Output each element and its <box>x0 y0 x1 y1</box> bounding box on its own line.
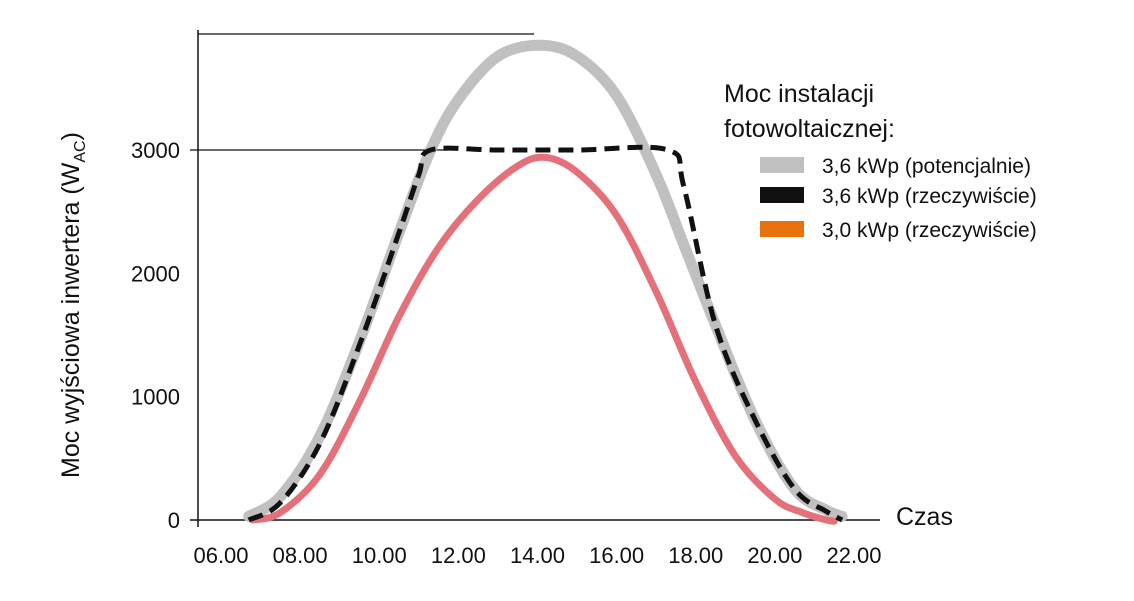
y-axis-title-subscript: AC <box>72 140 89 162</box>
legend-swatch <box>760 157 804 173</box>
legend-title-line2: fotowoltaicznej: <box>724 115 895 143</box>
x-tick-label: 14.00 <box>510 543 565 568</box>
x-tick-label: 18.00 <box>668 543 723 568</box>
y-tick-label: 0 <box>168 508 180 533</box>
x-tick-label: 20.00 <box>747 543 802 568</box>
y-tick-label: 2000 <box>131 261 180 286</box>
legend-label: 3,0 kWp (rzeczywiście) <box>822 219 1037 242</box>
y-axis-title-main: Moc wyjściowa inwertera (W <box>57 162 85 478</box>
series-lines <box>243 39 848 525</box>
y-axis-title-close: ) <box>57 132 85 140</box>
legend-title-line1: Moc instalacji <box>724 80 874 108</box>
series-line-actual-3-0 <box>249 153 838 525</box>
y-tick-label: 1000 <box>131 385 180 410</box>
x-tick-label: 06.00 <box>193 543 248 568</box>
x-tick-label: 12.00 <box>431 543 486 568</box>
series-line-actual-3-6 <box>247 144 844 523</box>
legend-swatch <box>760 221 804 237</box>
x-tick-labels: 06.00 08.00 10.00 12.00 14.00 16.00 18.00 20.00… <box>193 543 881 568</box>
y-tick-labels: 0 1000 2000 3000 <box>131 138 180 533</box>
x-tick-label: 22.00 <box>826 543 881 568</box>
x-tick-label: 10.00 <box>352 543 407 568</box>
legend-items: 3,6 kWp (potencjalnie) 3,6 kWp (rzeczywiś… <box>760 155 1037 242</box>
x-axis-title: Czas <box>896 503 953 531</box>
y-tick-label: 3000 <box>131 138 180 163</box>
x-tick-label: 16.00 <box>589 543 644 568</box>
y-axis-title: Moc wyjściowa inwertera (WAC) <box>57 132 89 478</box>
legend: Moc instalacji fotowoltaicznej: 3,6 kWp … <box>724 80 1037 242</box>
x-tick-label: 08.00 <box>273 543 328 568</box>
legend-label: 3,6 kWp (potencjalnie) <box>822 155 1031 178</box>
legend-label: 3,6 kWp (rzeczywiście) <box>822 185 1037 208</box>
legend-swatch <box>760 187 804 203</box>
